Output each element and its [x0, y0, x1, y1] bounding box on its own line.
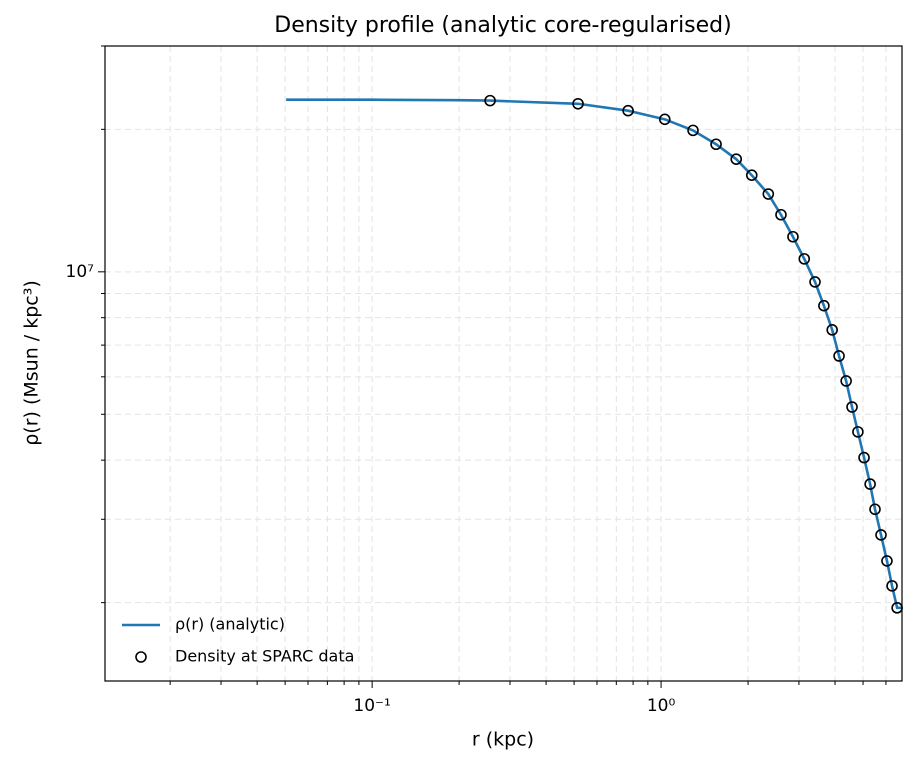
- plot-frame: [104, 45, 903, 682]
- data-point: [687, 124, 699, 137]
- data-point: [484, 94, 496, 107]
- data-point: [881, 555, 893, 567]
- data-point: [846, 401, 858, 413]
- line: [286, 98, 902, 610]
- data-point: [864, 478, 876, 490]
- data-point: [852, 426, 864, 438]
- y-axis-label: ρ(r) (Msun / kpc³): [21, 280, 43, 446]
- data-point: [818, 299, 830, 312]
- data-point: [833, 350, 845, 362]
- legend-swatch: [135, 651, 147, 663]
- data-point: [745, 169, 758, 182]
- data-point: [858, 451, 870, 464]
- data-point: [730, 153, 743, 165]
- data-point: [762, 188, 775, 200]
- data-point: [572, 97, 584, 110]
- x-tick-label: 10⁰: [647, 696, 676, 716]
- x-axis-label: r (kpc): [472, 729, 534, 751]
- data-point: [710, 138, 722, 151]
- data-point: [798, 253, 811, 265]
- y-tick-label: 10⁷: [66, 262, 95, 282]
- data-point: [658, 113, 671, 126]
- data-point: [622, 104, 634, 117]
- x-tick-label: 10⁻¹: [353, 696, 390, 716]
- legend-label: ρ(r) (analytic): [175, 615, 285, 634]
- data-point: [787, 230, 799, 243]
- data-point: [869, 503, 881, 516]
- data-point: [775, 208, 787, 221]
- chart-title: Density profile (analytic core-regularis…: [274, 13, 731, 38]
- data-point: [809, 276, 821, 288]
- data-point: [886, 580, 898, 592]
- data-point: [840, 375, 852, 387]
- legend-label: Density at SPARC data: [175, 647, 354, 666]
- data-point: [875, 529, 887, 541]
- data-point: [826, 324, 838, 336]
